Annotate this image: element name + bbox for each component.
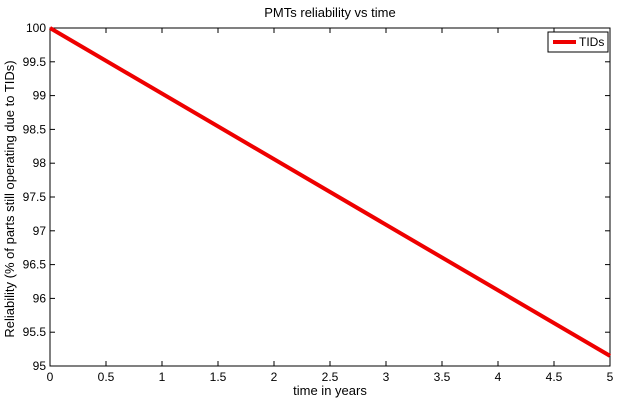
y-tick-label: 98 [33, 156, 47, 170]
x-tick-label: 3.5 [434, 370, 451, 384]
x-tick-label: 5 [607, 370, 614, 384]
y-tick-label: 96 [33, 291, 47, 305]
y-tick-label: 99.5 [23, 55, 47, 69]
y-tick-label: 96.5 [23, 258, 47, 272]
axes-layer: 0 0.5 1 1.5 2 2.5 3 3.5 4 4.5 5 95 95.5 96 96.5 97 97.5 9… [23, 21, 614, 384]
x-tick-label: 0.5 [98, 370, 115, 384]
chart-title: PMTs reliability vs time [264, 5, 395, 20]
x-axis-title: time in years [293, 383, 367, 398]
x-tick-label: 1 [159, 370, 166, 384]
series-line-tids [48, 26, 612, 358]
plot-layer [48, 26, 612, 358]
y-axis-title: Reliability (% of parts still operating … [2, 60, 17, 337]
y-tick-label: 95.5 [23, 325, 47, 339]
y-tick-label: 98.5 [23, 122, 47, 136]
x-tick-label: 2.5 [322, 370, 339, 384]
x-tick-label: 1.5 [210, 370, 227, 384]
x-tick-label: 4.5 [546, 370, 563, 384]
y-tick-label: 100 [26, 21, 46, 35]
legend-box [547, 31, 609, 53]
x-tick-label: 0 [47, 370, 54, 384]
x-tick-label: 3 [383, 370, 390, 384]
y-tick-label: 97 [33, 224, 47, 238]
y-tick-label: 95 [33, 359, 47, 373]
y-tick-label: 97.5 [23, 190, 47, 204]
y-tick-label: 99 [33, 89, 47, 103]
legend: TIDs [547, 31, 609, 53]
x-tick-label: 4 [495, 370, 502, 384]
x-tick-label: 2 [271, 370, 278, 384]
legend-label: TIDs [579, 35, 604, 49]
